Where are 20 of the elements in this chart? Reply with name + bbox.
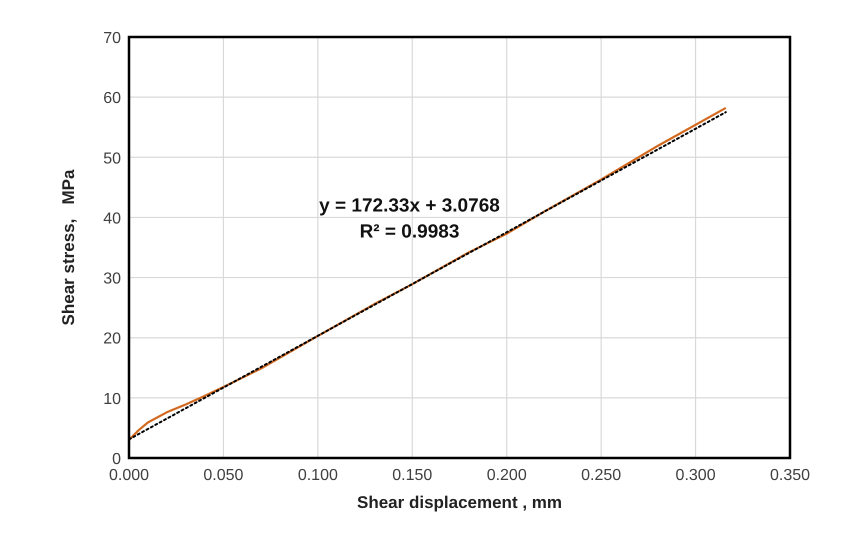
y-tick-label: 70	[103, 30, 122, 47]
y-tick-label: 30	[103, 270, 122, 288]
y-tick-label: 0	[112, 451, 122, 468]
y-tick-label: 40	[103, 210, 122, 228]
x-tick-label: 0.000	[108, 467, 150, 484]
annotation: R² = 0.9983	[360, 222, 460, 243]
x-tick-label: 0.050	[203, 467, 244, 484]
y-tick-label: 20	[103, 330, 122, 348]
y-tick-label: 10	[103, 390, 122, 408]
y-axis-title: Shear stress, MPa	[59, 169, 78, 326]
x-tick-label: 0.300	[676, 467, 716, 484]
x-tick-label: 0.100	[298, 467, 338, 484]
x-tick-label: 0.250	[581, 467, 622, 484]
x-tick-label: 0.150	[392, 467, 432, 484]
annotation: y = 172.33x + 3.0768	[319, 196, 500, 217]
y-tick-label: 60	[103, 90, 122, 108]
x-tick-label: 0.350	[770, 467, 810, 484]
x-axis-title: Shear displacement , mm	[356, 493, 562, 512]
y-tick-label: 50	[103, 150, 122, 168]
x-tick-label: 0.200	[486, 467, 527, 484]
